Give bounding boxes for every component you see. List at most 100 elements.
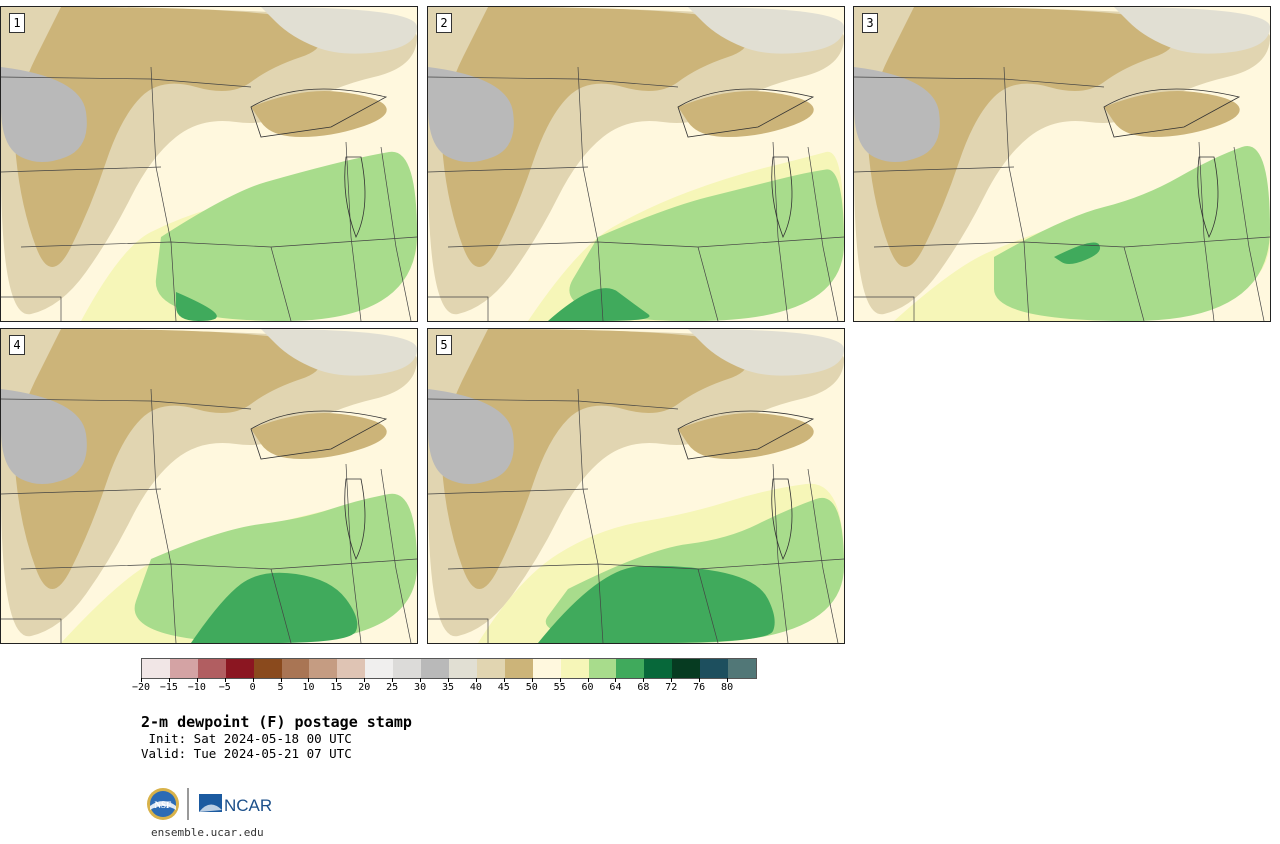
lake-outline bbox=[250, 88, 388, 138]
colorbar-swatch bbox=[421, 659, 449, 678]
colorbar-tick-mark bbox=[392, 678, 394, 682]
dewpoint-map bbox=[428, 329, 844, 643]
panel-label: 5 bbox=[436, 335, 452, 355]
very-humid-region bbox=[548, 288, 650, 321]
humid-region bbox=[994, 146, 1270, 321]
state-border bbox=[873, 236, 1270, 248]
panel-label: 2 bbox=[436, 13, 452, 33]
colorbar-swatch bbox=[337, 659, 366, 678]
colorbar-ticks: −20 −15 −10 −5 0 5 10 15 20 25 30 35 40 45 50 55 60 64 68 7… bbox=[132, 678, 755, 698]
dry-region bbox=[688, 329, 844, 376]
state-border bbox=[854, 76, 1105, 88]
site-url: ensemble.ucar.edu bbox=[151, 826, 264, 839]
colorbar-tick-mark bbox=[141, 678, 142, 682]
panel-label: 4 bbox=[9, 335, 25, 355]
very-dry-region bbox=[428, 389, 514, 484]
colorbar-tick-mark bbox=[727, 678, 729, 682]
colorbar-tick-mark bbox=[671, 678, 673, 682]
dry-region bbox=[868, 7, 1174, 267]
colorbar-tick-mark bbox=[196, 678, 198, 682]
lake-outline bbox=[771, 156, 793, 239]
colorbar-tick-mark bbox=[420, 678, 422, 682]
state-border bbox=[1, 76, 252, 88]
state-border bbox=[345, 463, 362, 643]
state-border bbox=[854, 296, 915, 321]
colorbar-tick-label: −20 bbox=[131, 682, 151, 693]
very-humid-region bbox=[176, 292, 217, 321]
lake-outline bbox=[677, 410, 815, 460]
state-border bbox=[428, 618, 489, 643]
colorbar-swatch bbox=[225, 659, 254, 678]
dewpoint-map bbox=[854, 7, 1270, 321]
dry-region bbox=[1114, 7, 1270, 54]
colorbar-tick-label: 5 bbox=[277, 682, 284, 693]
state-border bbox=[577, 388, 604, 643]
colorbar-tick-label: 50 bbox=[525, 682, 538, 693]
state-border bbox=[1, 398, 252, 410]
colorbar-swatch bbox=[142, 659, 170, 678]
colorbar-tick-label: 64 bbox=[609, 682, 622, 693]
colorbar-tick-mark bbox=[531, 678, 533, 682]
colorbar-tick-label: 72 bbox=[665, 682, 678, 693]
colorbar-swatch bbox=[197, 659, 226, 678]
state-border bbox=[772, 463, 789, 643]
dry-region bbox=[442, 7, 748, 267]
colorbar-swatch bbox=[728, 659, 756, 678]
state-border bbox=[345, 141, 362, 321]
very-dry-region bbox=[428, 67, 514, 162]
dry-region bbox=[15, 329, 322, 589]
state-border bbox=[1123, 246, 1145, 321]
colorbar-tick-mark bbox=[699, 678, 701, 682]
state-border bbox=[380, 146, 412, 321]
very-dry-region bbox=[1, 67, 87, 162]
dry-region bbox=[15, 7, 322, 267]
colorbar-tick-mark bbox=[224, 678, 226, 682]
state-border bbox=[854, 166, 1015, 173]
colorbar-tick-label: −15 bbox=[159, 682, 178, 693]
colorbar-swatch bbox=[169, 659, 198, 678]
colorbar-swatch bbox=[253, 659, 282, 678]
ncar-logo-text: NCAR bbox=[224, 796, 272, 815]
lake-outline bbox=[250, 410, 388, 460]
colorbar-tick-label: 76 bbox=[693, 682, 706, 693]
colorbar-tick-mark bbox=[559, 678, 561, 682]
colorbar-tick-label: 68 bbox=[637, 682, 650, 693]
state-border bbox=[697, 246, 719, 321]
nsf-ncar-logo: NSF NCAR bbox=[147, 788, 272, 820]
dry-region bbox=[442, 329, 748, 589]
very-humid-region bbox=[538, 565, 775, 643]
state-border bbox=[1, 296, 62, 321]
lake-outline bbox=[344, 156, 366, 239]
state-border bbox=[1003, 66, 1030, 321]
dewpoint-colorbar bbox=[141, 658, 757, 679]
state-border bbox=[428, 488, 589, 495]
colorbar-tick-label: 55 bbox=[553, 682, 566, 693]
state-border bbox=[20, 236, 417, 248]
state-border bbox=[1, 166, 162, 173]
colorbar-tick-label: 40 bbox=[469, 682, 482, 693]
valid-time: Valid: Tue 2024-05-21 07 UTC bbox=[141, 746, 352, 761]
colorbar-swatch bbox=[504, 659, 533, 678]
state-border bbox=[428, 296, 489, 321]
state-border bbox=[807, 146, 839, 321]
colorbar-tick-label: 20 bbox=[358, 682, 371, 693]
lake-outline bbox=[344, 478, 366, 561]
map-panel-2: 2 bbox=[427, 6, 845, 322]
state-border bbox=[807, 468, 839, 643]
lake-outline bbox=[677, 88, 815, 138]
colorbar-tick-mark bbox=[587, 678, 589, 682]
state-border bbox=[1, 488, 162, 495]
map-panel-1: 1 bbox=[0, 6, 418, 322]
colorbar-tick-label: 0 bbox=[249, 682, 256, 693]
very-dry-region bbox=[854, 67, 940, 162]
lake-region bbox=[251, 91, 387, 137]
figure-title: 2-m dewpoint (F) postage stamp bbox=[141, 713, 412, 731]
lake-region bbox=[251, 413, 387, 459]
colorbar-tick-mark bbox=[503, 678, 505, 682]
colorbar-tick-mark bbox=[448, 678, 449, 682]
state-border bbox=[428, 166, 589, 173]
colorbar-tick-label: −5 bbox=[218, 682, 231, 693]
colorbar-swatch bbox=[448, 659, 477, 678]
colorbar-tick-mark bbox=[643, 678, 645, 682]
very-humid-region bbox=[1054, 242, 1101, 264]
